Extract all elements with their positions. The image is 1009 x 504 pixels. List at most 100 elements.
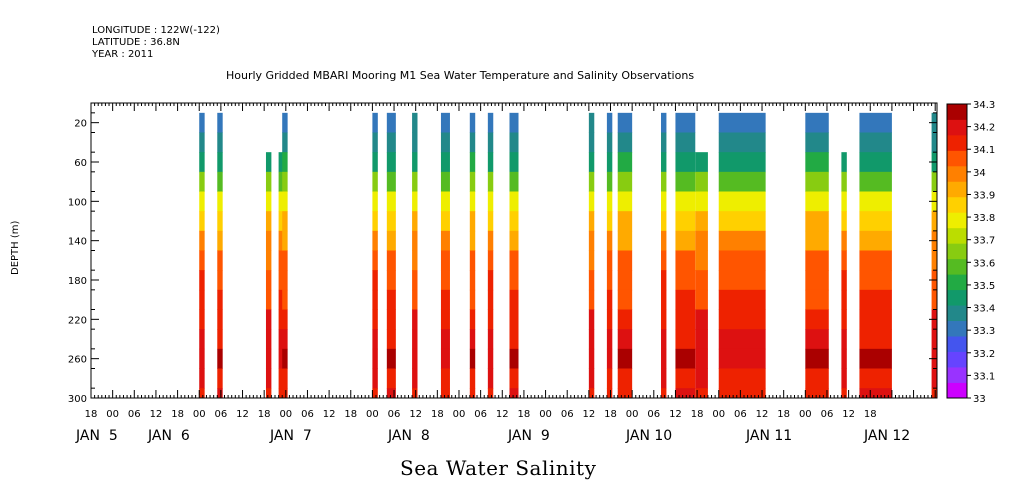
data-cell: [282, 388, 288, 399]
data-cell: [372, 309, 378, 330]
data-cell: [487, 152, 494, 173]
data-cell: [469, 368, 476, 389]
data-cell: [841, 250, 847, 271]
x-tick-label: 12: [496, 409, 509, 420]
data-cell: [487, 132, 494, 153]
data-cell: [199, 329, 205, 350]
data-cell: [675, 309, 696, 330]
data-cell: [695, 230, 708, 251]
data-cell: [617, 171, 633, 192]
data-cell: [509, 171, 519, 192]
data-cell: [265, 171, 272, 192]
data-cell: [931, 250, 937, 271]
data-cell: [217, 152, 223, 173]
data-cell: [841, 309, 847, 330]
x-tick-label: 12: [409, 409, 422, 420]
data-cell: [386, 250, 396, 271]
x-date-label: JAN 7: [269, 428, 312, 444]
colorbar-swatch: [947, 336, 967, 352]
data-cell: [661, 368, 667, 389]
data-cell: [487, 230, 494, 251]
x-date-label: JAN 6: [147, 428, 190, 444]
data-cell: [859, 191, 892, 212]
observation-column: [718, 112, 766, 399]
data-cell: [509, 388, 519, 399]
data-cell: [805, 368, 829, 389]
data-cell: [805, 191, 829, 212]
data-cell: [199, 388, 205, 399]
data-cell: [282, 112, 288, 133]
data-cell: [718, 270, 766, 291]
data-cell: [695, 270, 708, 291]
y-tick-label: 180: [68, 276, 87, 287]
data-cell: [805, 309, 829, 330]
x-tick-label: 00: [712, 409, 725, 420]
data-cell: [606, 211, 613, 232]
colorbar-tick-label: 33.9: [973, 190, 995, 201]
axes-layer: 20 60 100 140 180 220 260 300 18 00 06 12 18 00 06 12 18…: [68, 102, 938, 444]
y-tick-label: 220: [68, 315, 87, 326]
x-tick-label: 12: [842, 409, 855, 420]
x-tick-label: 06: [301, 409, 314, 420]
x-tick-label: 12: [669, 409, 682, 420]
data-cell: [859, 388, 892, 399]
data-cell: [217, 329, 223, 350]
data-cell: [372, 250, 378, 271]
data-cell: [440, 289, 450, 310]
data-cell: [841, 329, 847, 350]
data-cell: [718, 309, 766, 330]
data-cell: [412, 171, 418, 192]
data-cell: [509, 112, 519, 133]
data-cell: [588, 289, 595, 310]
data-cell: [487, 270, 494, 291]
data-cell: [469, 289, 476, 310]
data-cell: [217, 388, 223, 399]
data-cell: [675, 348, 696, 369]
colorbar-tick-label: 33.3: [973, 326, 995, 337]
x-date-label: JAN 8: [387, 428, 430, 444]
colorbar-swatch: [947, 367, 967, 383]
colorbar-swatch: [947, 243, 967, 260]
data-cell: [805, 152, 829, 173]
data-cell: [841, 211, 847, 232]
data-cell: [675, 329, 696, 350]
data-cell: [282, 289, 288, 310]
data-cell: [718, 289, 766, 310]
data-cell: [617, 388, 633, 399]
data-cell: [199, 309, 205, 330]
x-tick-label: 12: [236, 409, 249, 420]
data-cell: [841, 191, 847, 212]
x-tick-label: 12: [150, 409, 163, 420]
data-cell: [695, 309, 708, 330]
data-cell: [412, 191, 418, 212]
x-axis-title: Sea Water Salinity: [400, 456, 597, 480]
data-cell: [695, 250, 708, 271]
x-tick-label: 18: [431, 409, 444, 420]
data-cell: [675, 152, 696, 173]
colorbar-tick-label: 34.3: [973, 100, 995, 111]
data-cell: [412, 289, 418, 310]
observation-column: [440, 112, 450, 399]
data-cell: [440, 368, 450, 389]
data-cell: [718, 152, 766, 173]
data-cell: [718, 171, 766, 192]
data-cell: [805, 270, 829, 291]
x-tick-label: 06: [215, 409, 228, 420]
data-cell: [859, 211, 892, 232]
data-cell: [469, 191, 476, 212]
colorbar-swatch: [947, 134, 967, 151]
colorbar-swatch: [947, 320, 967, 337]
observation-column: [695, 152, 708, 399]
data-cell: [440, 250, 450, 271]
data-cell: [278, 329, 285, 350]
data-cell: [661, 388, 667, 399]
observation-column: [412, 112, 418, 399]
data-cell: [469, 112, 476, 133]
data-cell: [199, 152, 205, 173]
x-tick-label: 00: [193, 409, 206, 420]
data-cell: [617, 250, 633, 271]
data-cell: [661, 230, 667, 251]
data-cell: [217, 132, 223, 153]
data-cell: [372, 348, 378, 369]
x-tick-label: 00: [799, 409, 812, 420]
